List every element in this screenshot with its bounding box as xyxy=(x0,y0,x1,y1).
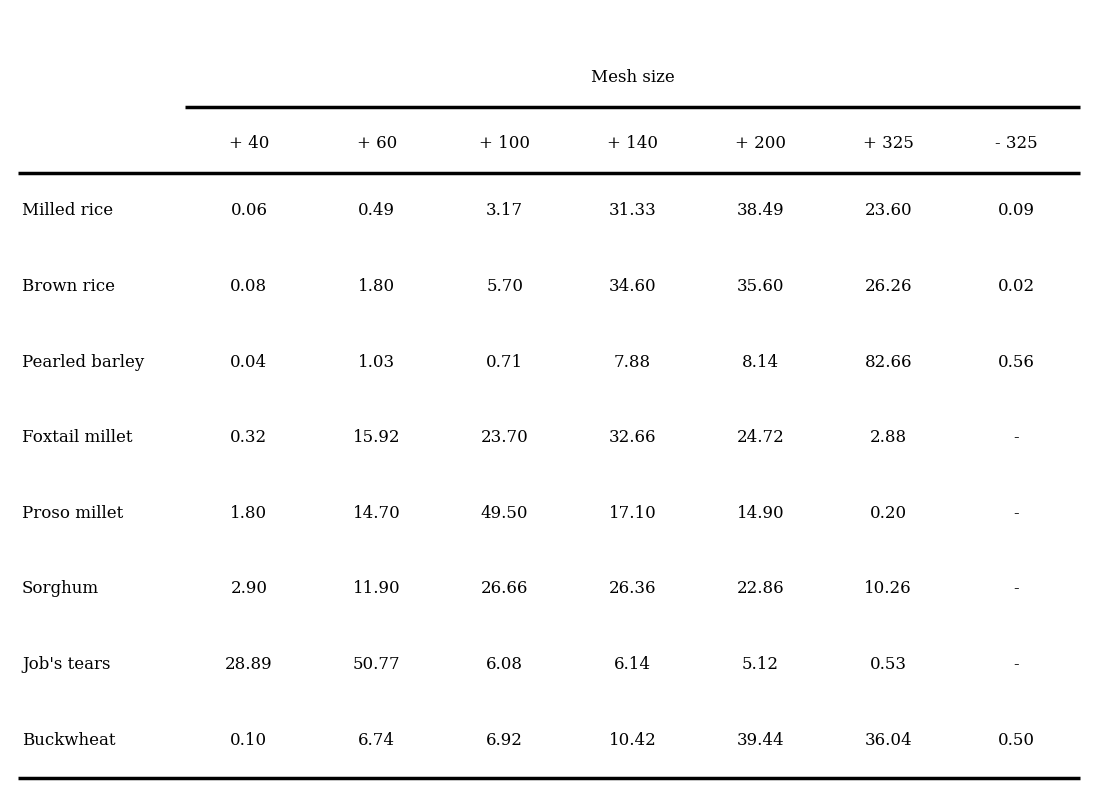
Text: -: - xyxy=(1013,429,1019,446)
Text: Foxtail millet: Foxtail millet xyxy=(22,429,133,446)
Text: 2.88: 2.88 xyxy=(870,429,907,446)
Text: 0.71: 0.71 xyxy=(486,354,523,371)
Text: 0.10: 0.10 xyxy=(230,732,267,749)
Text: 0.02: 0.02 xyxy=(998,278,1034,295)
Text: 14.90: 14.90 xyxy=(737,505,785,522)
Text: + 40: + 40 xyxy=(229,134,270,152)
Text: Mesh size: Mesh size xyxy=(591,69,674,86)
Text: Job's tears: Job's tears xyxy=(22,656,110,673)
Text: 36.04: 36.04 xyxy=(864,732,912,749)
Text: 0.56: 0.56 xyxy=(998,354,1034,371)
Text: + 100: + 100 xyxy=(480,134,530,152)
Text: -: - xyxy=(1013,505,1019,522)
Text: 6.14: 6.14 xyxy=(614,656,651,673)
Text: 0.08: 0.08 xyxy=(230,278,267,295)
Text: -: - xyxy=(1013,580,1019,597)
Text: 6.08: 6.08 xyxy=(486,656,523,673)
Text: Milled rice: Milled rice xyxy=(22,202,113,219)
Text: 24.72: 24.72 xyxy=(736,429,785,446)
Text: 5.70: 5.70 xyxy=(486,278,523,295)
Text: 14.70: 14.70 xyxy=(352,505,401,522)
Text: 23.60: 23.60 xyxy=(864,202,912,219)
Text: 50.77: 50.77 xyxy=(352,656,401,673)
Text: + 60: + 60 xyxy=(357,134,397,152)
Text: 6.92: 6.92 xyxy=(486,732,523,749)
Text: Buckwheat: Buckwheat xyxy=(22,732,116,749)
Text: 3.17: 3.17 xyxy=(486,202,523,219)
Text: 0.49: 0.49 xyxy=(358,202,396,219)
Text: 1.03: 1.03 xyxy=(358,354,396,371)
Text: 39.44: 39.44 xyxy=(737,732,785,749)
Text: 0.50: 0.50 xyxy=(998,732,1034,749)
Text: 23.70: 23.70 xyxy=(481,429,528,446)
Text: + 140: + 140 xyxy=(607,134,657,152)
Text: 34.60: 34.60 xyxy=(609,278,656,295)
Text: 17.10: 17.10 xyxy=(609,505,656,522)
Text: + 325: + 325 xyxy=(863,134,914,152)
Text: 0.04: 0.04 xyxy=(230,354,267,371)
Text: 26.66: 26.66 xyxy=(481,580,528,597)
Text: 0.32: 0.32 xyxy=(230,429,267,446)
Text: 8.14: 8.14 xyxy=(741,354,779,371)
Text: 6.74: 6.74 xyxy=(358,732,396,749)
Text: + 200: + 200 xyxy=(735,134,786,152)
Text: 22.86: 22.86 xyxy=(737,580,785,597)
Text: Proso millet: Proso millet xyxy=(22,505,124,522)
Text: Sorghum: Sorghum xyxy=(22,580,99,597)
Text: 0.06: 0.06 xyxy=(231,202,267,219)
Text: -: - xyxy=(1013,656,1019,673)
Text: 31.33: 31.33 xyxy=(609,202,656,219)
Text: 2.90: 2.90 xyxy=(231,580,267,597)
Text: 1.80: 1.80 xyxy=(358,278,396,295)
Text: - 325: - 325 xyxy=(994,134,1038,152)
Text: 0.53: 0.53 xyxy=(870,656,907,673)
Text: 0.09: 0.09 xyxy=(998,202,1034,219)
Text: 38.49: 38.49 xyxy=(737,202,785,219)
Text: 35.60: 35.60 xyxy=(737,278,785,295)
Text: 10.42: 10.42 xyxy=(609,732,656,749)
Text: 49.50: 49.50 xyxy=(481,505,528,522)
Text: 28.89: 28.89 xyxy=(225,656,273,673)
Text: 26.36: 26.36 xyxy=(609,580,656,597)
Text: 82.66: 82.66 xyxy=(864,354,912,371)
Text: 1.80: 1.80 xyxy=(230,505,267,522)
Text: 11.90: 11.90 xyxy=(352,580,401,597)
Text: 0.20: 0.20 xyxy=(870,505,907,522)
Text: Brown rice: Brown rice xyxy=(22,278,115,295)
Text: 7.88: 7.88 xyxy=(614,354,651,371)
Text: 15.92: 15.92 xyxy=(352,429,400,446)
Text: 5.12: 5.12 xyxy=(741,656,779,673)
Text: 10.26: 10.26 xyxy=(864,580,912,597)
Text: 26.26: 26.26 xyxy=(864,278,912,295)
Text: Pearled barley: Pearled barley xyxy=(22,354,145,371)
Text: 32.66: 32.66 xyxy=(609,429,656,446)
